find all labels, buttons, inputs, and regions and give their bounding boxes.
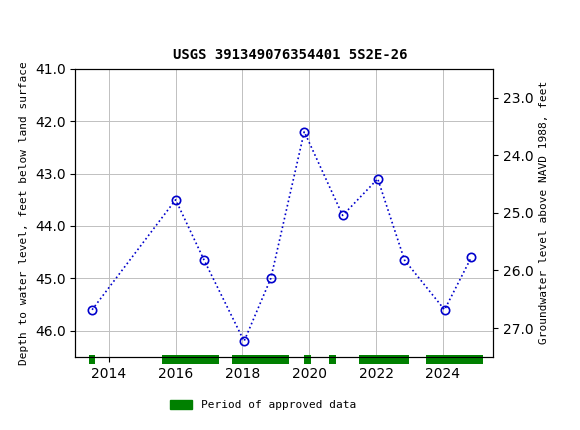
Bar xyxy=(162,355,219,364)
Bar xyxy=(426,355,483,364)
Text: USGS 391349076354401 5S2E-26: USGS 391349076354401 5S2E-26 xyxy=(173,48,407,62)
Bar xyxy=(233,355,289,364)
Legend: Period of approved data: Period of approved data xyxy=(166,396,361,415)
Bar xyxy=(360,355,409,364)
Bar xyxy=(89,355,96,364)
Bar xyxy=(304,355,311,364)
Y-axis label: Groundwater level above NAVD 1988, feet: Groundwater level above NAVD 1988, feet xyxy=(539,81,549,344)
Bar xyxy=(329,355,336,364)
Y-axis label: Depth to water level, feet below land surface: Depth to water level, feet below land su… xyxy=(19,61,30,365)
Text: ≡USGS: ≡USGS xyxy=(12,16,70,35)
